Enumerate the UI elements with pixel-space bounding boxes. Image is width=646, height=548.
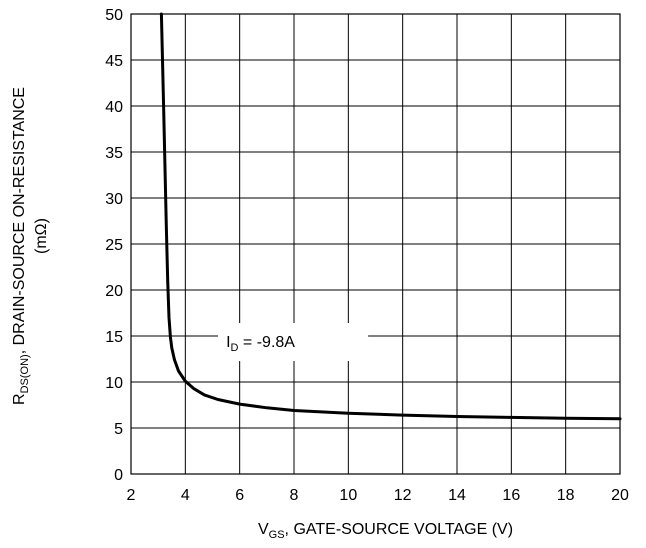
annotation-rest: = -9.8A: [238, 334, 295, 351]
y-tick-label: 35: [105, 145, 123, 162]
y-tick-label: 20: [105, 283, 123, 300]
grid: [130, 13, 621, 475]
annotation-sub: D: [231, 342, 239, 354]
x-tick-label: 12: [394, 487, 412, 504]
y-tick-label: 10: [105, 375, 123, 392]
x-tick-label: 8: [290, 487, 299, 504]
y-tick-label: 50: [105, 7, 123, 24]
y-tick-label: 25: [105, 237, 123, 254]
annotation-id: ID = -9.8A: [226, 334, 295, 354]
x-tick-label: 18: [557, 487, 575, 504]
x-tick-label: 10: [339, 487, 357, 504]
x-tick-label: 4: [181, 487, 190, 504]
y-tick-label: 0: [114, 467, 123, 484]
annotation-group: ID = -9.8A: [218, 323, 369, 362]
series-layer: [159, 12, 622, 421]
series-line: [159, 12, 622, 421]
tick-labels: 2 4 6 8 10 12 14 16 18 20 0 5 10 15 20 25 30 35 40 45 50: [105, 7, 629, 504]
y-tick-label: 15: [105, 329, 123, 346]
y-tick-label: 40: [105, 99, 123, 116]
annotation-main: I: [226, 334, 230, 351]
x-axis-title-rest: , GATE-SOURCE VOLTAGE (V): [285, 521, 513, 538]
y-axis-title-line1: RDS(ON), DRAIN-SOURCE ON-RESISTANCE: [11, 87, 31, 405]
x-tick-label: 20: [611, 487, 629, 504]
x-axis-title: VGS, GATE-SOURCE VOLTAGE (V): [258, 521, 513, 541]
y-axis-title-line2: (mΩ): [33, 218, 50, 254]
x-tick-label: 2: [127, 487, 136, 504]
y-axis-title-rest: , DRAIN-SOURCE ON-RESISTANCE: [11, 87, 28, 354]
y-axis-title: RDS(ON), DRAIN-SOURCE ON-RESISTANCE (mΩ): [11, 87, 50, 405]
x-tick-label: 6: [235, 487, 244, 504]
annotation-background: [218, 323, 369, 362]
y-tick-label: 30: [105, 191, 123, 208]
x-axis-title-sub: GS: [269, 529, 285, 541]
plot-frame: [130, 13, 621, 475]
y-tick-label: 5: [114, 421, 123, 438]
y-axis-title-main: R: [11, 393, 28, 405]
x-tick-label: 16: [502, 487, 520, 504]
y-tick-label: 45: [105, 53, 123, 70]
x-tick-label: 14: [448, 487, 466, 504]
y-axis-title-sub: DS(ON): [19, 354, 31, 393]
x-axis-title-main: V: [258, 521, 269, 538]
